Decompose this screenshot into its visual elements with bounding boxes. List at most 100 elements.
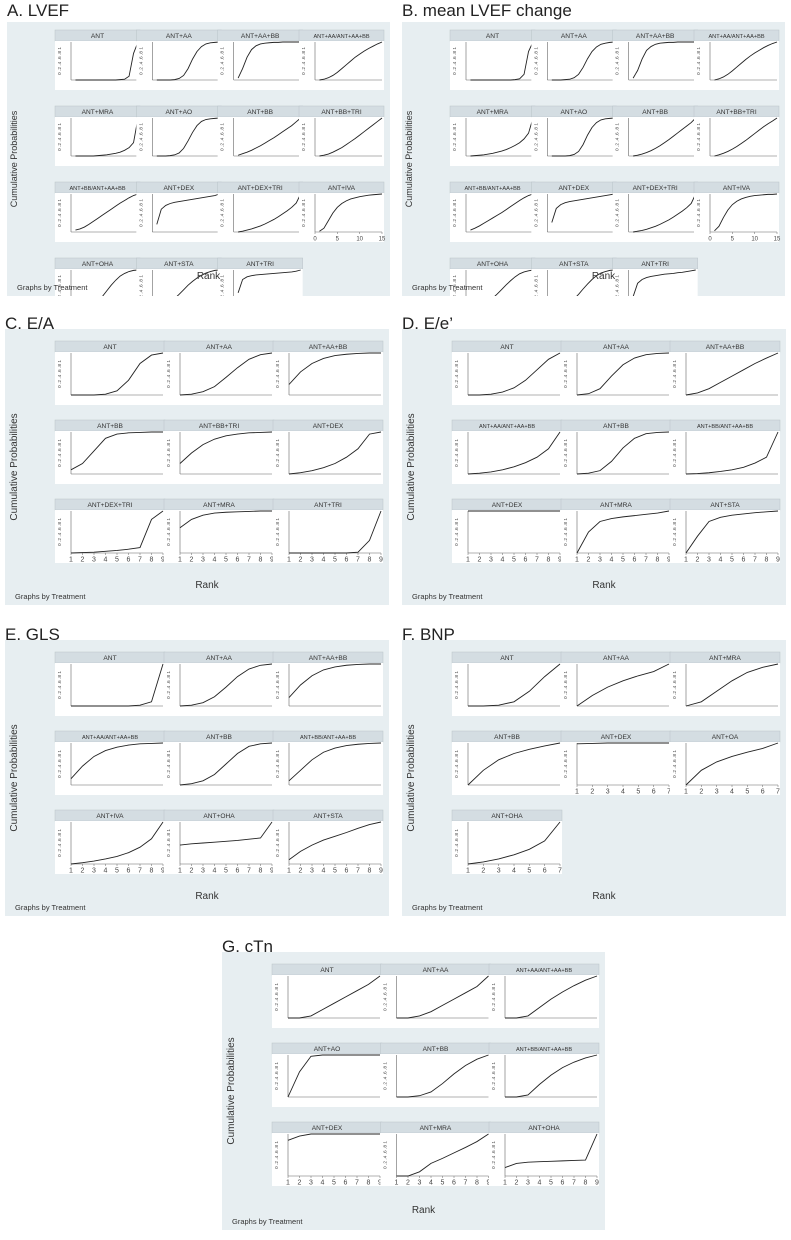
subplot-ant-dex: ANT+DEX 0 .2 .4 .6 .8 1 1 2 3 4 5 6 7 8 9 [271,1121,383,1187]
subplot-ant-bb-ant-aa-bb: ANT+BB/ANT+AA+BB 0 .2 .4 .6 .8 1 [488,1042,600,1107]
y-tick-labels: 0 .2 .4 .6 .8 1 [454,518,460,546]
series-line [156,117,220,157]
x-tick-label: 5 [730,557,734,564]
x-tick-label: 1 [287,868,291,875]
subplot-plot-area [612,117,698,166]
series-line [714,193,778,232]
subplot-name: ANT+MRA [709,655,741,662]
x-tick-label: 2 [299,557,303,564]
subplot-name: ANT+MRA [203,502,235,509]
subplot-plot-area [164,352,274,405]
series-line [237,117,301,156]
subplot-plot-area [694,193,779,242]
subplot-name: ANT+STA [559,261,589,268]
subplot-plot-area [273,742,383,795]
y-tick-labels: 0 .2 .4 .6 .8 1 [452,123,458,151]
subplot-plot-area [164,510,274,563]
subplot-name: ANT+MRA [477,109,509,116]
y-tick-labels: 0 .2 .4 .6 .8 1 [57,518,63,546]
subplot-name: ANT+DEX [601,734,632,741]
y-tick-labels: 0 .2 .4 .6 .8 1 [57,360,63,388]
x-axis-title: Rank [197,271,221,282]
subplot-ant-bb-ant-aa-bb: ANT+BB/ANT+AA+BB 0 .2 .4 .6 .8 1 [54,181,141,242]
y-tick-labels: 0 .2 .4 .6 .8 1 [301,47,307,75]
x-tick-label: 3 [92,868,96,875]
series-line [179,663,273,707]
x-tick-label: 3 [201,557,205,564]
subplot-ant-aa: ANT+AA 0 .2 .4 .6 .8 1 [560,340,672,405]
subplot-ant-aa: ANT+AA 0 .2 .4 .6 .8 1 [380,963,491,1028]
subplot-ant-bb-tri: ANT+BB+TRI 0 .2 .4 .6 .8 1 [163,419,275,484]
y-tick-labels: 0 .2 .4 .6 .8 1 [383,983,389,1011]
x-tick-label: 8 [547,557,551,564]
subplot-ant: ANT 0 .2 .4 .6 .8 1 [54,651,166,716]
x-tick-label: 9 [379,868,383,875]
y-tick-labels: 0 .2 .4 .6 .8 1 [696,123,702,151]
series-line [505,975,598,1019]
y-tick-labels: 0 .2 .4 .6 .8 1 [57,47,63,75]
subplot-name: ANT+AA [206,655,232,662]
x-tick-label: 4 [213,868,217,875]
x-tick-label: 6 [742,557,746,564]
series-line [576,352,670,396]
subplot-plot-area [217,269,303,296]
x-tick-label: 2 [81,868,85,875]
x-axis-title: Rank [592,580,616,591]
series-line [156,193,220,225]
subplot-plot-area [380,975,491,1028]
subplot-name: ANT+AA [206,344,232,351]
subplot-ant-iva: ANT+IVA 0 .2 .4 .6 .8 1 1 2 3 4 5 6 7 8 9 [54,809,166,875]
subplot-name: ANT+AA+BB [241,33,280,40]
subplot-ant-aa: ANT+AA 0 .2 .4 .6 .8 1 [136,29,222,90]
subplot-plot-area [450,41,535,90]
footer-note: Graphs by Treatment [17,283,88,292]
x-tick-label: 3 [489,557,493,564]
subplot-plot-area [55,742,165,795]
y-tick-labels: 0 .2 .4 .6 .8 1 [563,439,569,467]
y-axis-title: Cumulative Probabilities [406,724,417,831]
x-tick-label: 7 [356,868,360,875]
y-tick-labels: 0 .2 .4 .6 .8 1 [138,47,144,75]
subplot-name: ANT [320,967,333,974]
subplot-ant-bb-ant-aa-bb: ANT+BB/ANT+AA+BB 0 .2 .4 .6 .8 1 [449,181,536,242]
series-line [319,117,383,157]
subplot-name: ANT+BB/ANT+AA+BB [464,186,520,192]
subplot-plot-area [561,431,671,484]
subplot-ant: ANT 0 .2 .4 .6 .8 1 [271,963,383,1028]
y-tick-labels: 0 .2 .4 .6 .8 1 [563,671,569,699]
subplot-ant-aa: ANT+AA 0 .2 .4 .6 .8 1 [163,340,275,405]
subplot-name: ANT+DEX+TRI [238,185,283,192]
x-axis-title: Rank [592,271,616,282]
subplot-plot-area [273,352,383,405]
subplot-ant: ANT 0 .2 .4 .6 .8 1 [449,29,536,90]
subplot-name: ANT+IVA [723,185,751,192]
y-tick-labels: 0 .2 .4 .6 .8 1 [57,199,63,227]
x-tick-label: 5 [636,789,640,796]
x-tick-label: 3 [201,868,205,875]
x-tick-label: 4 [321,1180,325,1187]
subplot-name: ANT+IVA [328,185,356,192]
subplot-name: ANT+BB+TRI [716,109,756,116]
y-tick-labels: 0 .2 .4 .6 .8 1 [220,123,226,151]
x-tick-label: 6 [345,557,349,564]
subplot-plot-area [670,663,780,716]
series-line [70,510,164,554]
subplot-name: ANT+AA+BB [636,33,675,40]
series-line [633,193,697,233]
subplot-name: ANT+AA/ANT+AA+BB [516,968,572,974]
x-tick-label: 6 [761,789,765,796]
subplot-name: ANT+AA [603,344,629,351]
subplot-name: ANT+AA+BB [309,655,348,662]
x-tick-label: 5 [745,789,749,796]
x-tick-label: 1 [503,1180,507,1187]
subplot-name: ANT+AA [561,33,587,40]
x-tick-label: 0 [708,237,712,243]
subplot-name: ANT+BB [494,734,520,741]
subplot-name: ANT+AO [314,1046,341,1053]
y-axis-title: Cumulative Probabilities [9,724,20,831]
subplot-plot-area [217,193,303,242]
y-tick-labels: 0 .2 .4 .6 .8 1 [166,518,172,546]
x-tick-label: 1 [575,557,579,564]
